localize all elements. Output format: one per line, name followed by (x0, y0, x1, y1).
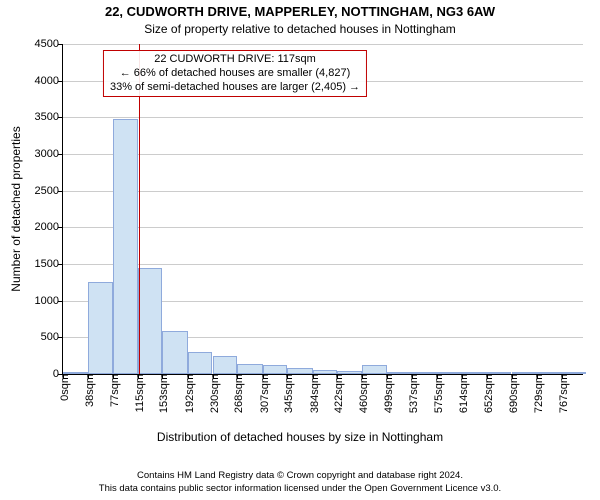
x-tick-label: 38sqm (80, 374, 96, 407)
annotation-line: 33% of semi-detached houses are larger (… (110, 81, 360, 95)
chart-subtitle: Size of property relative to detached ho… (0, 22, 600, 36)
grid-line (63, 117, 583, 118)
annotation-box: 22 CUDWORTH DRIVE: 117sqm← 66% of detach… (103, 50, 367, 97)
x-tick-label: 230sqm (205, 374, 221, 413)
y-tick-label: 4500 (35, 38, 63, 50)
x-tick-label: 767sqm (554, 374, 570, 413)
chart-title: 22, CUDWORTH DRIVE, MAPPERLEY, NOTTINGHA… (0, 4, 600, 19)
x-tick-label: 690sqm (504, 374, 520, 413)
x-tick-label: 115sqm (130, 374, 146, 412)
x-tick-label: 652sqm (479, 374, 495, 413)
grid-line (63, 191, 583, 192)
histogram-bar (263, 365, 288, 374)
x-tick-label: 537sqm (404, 374, 420, 413)
histogram-bar (362, 365, 387, 374)
y-tick-label: 500 (41, 331, 63, 343)
y-tick-label: 2500 (35, 185, 63, 197)
y-tick-label: 1500 (35, 258, 63, 270)
footer-line-2: This data contains public sector informa… (99, 483, 501, 494)
histogram-bar (138, 268, 163, 374)
histogram-bar (237, 364, 262, 374)
y-tick-label: 2000 (35, 221, 63, 233)
y-tick-label: 1000 (35, 295, 63, 307)
grid-line (63, 264, 583, 265)
y-axis-label: Number of detached properties (9, 126, 23, 291)
x-tick-label: 345sqm (279, 374, 295, 413)
x-tick-label: 77sqm (105, 374, 121, 407)
x-tick-label: 307sqm (255, 374, 271, 413)
chart-container: 22, CUDWORTH DRIVE, MAPPERLEY, NOTTINGHA… (0, 0, 600, 500)
x-tick-label: 268sqm (229, 374, 245, 413)
grid-line (63, 227, 583, 228)
x-tick-label: 192sqm (180, 374, 196, 413)
y-tick-label: 3000 (35, 148, 63, 160)
histogram-bar (88, 282, 113, 374)
annotation-line: 22 CUDWORTH DRIVE: 117sqm (110, 53, 360, 67)
x-tick-label: 153sqm (154, 374, 170, 413)
x-axis-label: Distribution of detached houses by size … (0, 430, 600, 444)
x-tick-label: 575sqm (429, 374, 445, 413)
x-tick-label: 0sqm (55, 374, 71, 401)
annotation-line: ← 66% of detached houses are smaller (4,… (110, 67, 360, 81)
x-tick-label: 499sqm (379, 374, 395, 413)
histogram-bar (162, 331, 187, 374)
y-tick-label: 4000 (35, 75, 63, 87)
x-tick-label: 422sqm (329, 374, 345, 413)
histogram-bar (113, 119, 138, 374)
x-tick-label: 614sqm (454, 374, 470, 413)
grid-line (63, 44, 583, 45)
footer-line-1: Contains HM Land Registry data © Crown c… (137, 470, 463, 481)
x-tick-label: 384sqm (305, 374, 321, 413)
grid-line (63, 154, 583, 155)
x-tick-label: 729sqm (529, 374, 545, 413)
y-tick-label: 3500 (35, 111, 63, 123)
histogram-bar (188, 352, 213, 374)
histogram-bar (213, 356, 238, 374)
x-tick-label: 460sqm (354, 374, 370, 413)
